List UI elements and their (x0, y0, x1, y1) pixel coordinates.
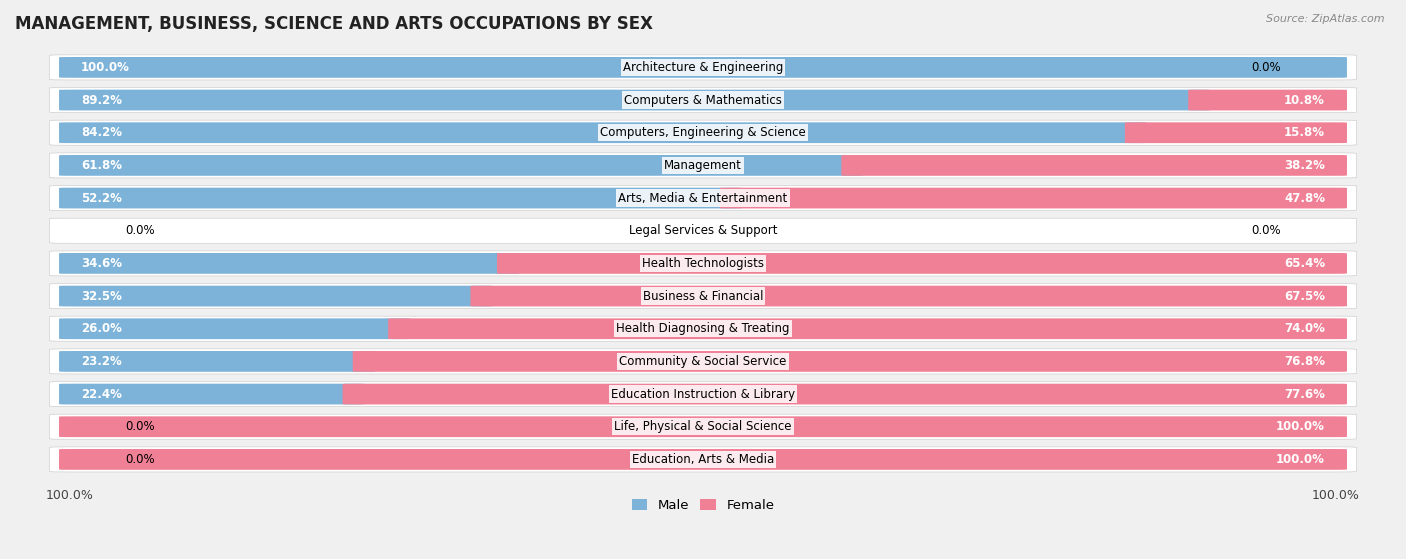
Text: 74.0%: 74.0% (1284, 322, 1324, 335)
Text: Education, Arts & Media: Education, Arts & Media (631, 453, 775, 466)
Text: 38.2%: 38.2% (1284, 159, 1324, 172)
Text: MANAGEMENT, BUSINESS, SCIENCE AND ARTS OCCUPATIONS BY SEX: MANAGEMENT, BUSINESS, SCIENCE AND ARTS O… (15, 15, 652, 33)
FancyBboxPatch shape (59, 351, 375, 372)
FancyBboxPatch shape (49, 218, 1357, 243)
Text: 65.4%: 65.4% (1284, 257, 1324, 270)
FancyBboxPatch shape (49, 316, 1357, 342)
Text: Architecture & Engineering: Architecture & Engineering (623, 61, 783, 74)
FancyBboxPatch shape (49, 87, 1357, 112)
Text: Computers, Engineering & Science: Computers, Engineering & Science (600, 126, 806, 139)
Text: Business & Financial: Business & Financial (643, 290, 763, 302)
Text: 0.0%: 0.0% (1251, 61, 1281, 74)
Text: 0.0%: 0.0% (125, 453, 155, 466)
FancyBboxPatch shape (59, 383, 364, 405)
FancyBboxPatch shape (49, 153, 1357, 178)
Text: 10.8%: 10.8% (1284, 93, 1324, 107)
Text: Health Diagnosing & Treating: Health Diagnosing & Treating (616, 322, 790, 335)
Legend: Male, Female: Male, Female (626, 494, 780, 517)
FancyBboxPatch shape (59, 286, 492, 306)
FancyBboxPatch shape (49, 120, 1357, 145)
Text: 22.4%: 22.4% (82, 387, 122, 401)
FancyBboxPatch shape (59, 188, 742, 209)
FancyBboxPatch shape (720, 188, 1347, 209)
Text: 52.2%: 52.2% (82, 192, 122, 205)
Text: Source: ZipAtlas.com: Source: ZipAtlas.com (1267, 14, 1385, 24)
FancyBboxPatch shape (49, 55, 1357, 80)
FancyBboxPatch shape (49, 414, 1357, 439)
Text: 67.5%: 67.5% (1284, 290, 1324, 302)
FancyBboxPatch shape (1125, 122, 1347, 143)
Text: 76.8%: 76.8% (1284, 355, 1324, 368)
FancyBboxPatch shape (49, 447, 1357, 472)
Text: 0.0%: 0.0% (125, 224, 155, 237)
Text: Computers & Mathematics: Computers & Mathematics (624, 93, 782, 107)
FancyBboxPatch shape (49, 186, 1357, 211)
Text: Education Instruction & Library: Education Instruction & Library (612, 387, 794, 401)
Text: Life, Physical & Social Science: Life, Physical & Social Science (614, 420, 792, 433)
Text: 100.0%: 100.0% (82, 61, 129, 74)
Text: 15.8%: 15.8% (1284, 126, 1324, 139)
FancyBboxPatch shape (388, 318, 1347, 339)
Text: 61.8%: 61.8% (82, 159, 122, 172)
Text: Community & Social Service: Community & Social Service (619, 355, 787, 368)
Text: 26.0%: 26.0% (82, 322, 122, 335)
FancyBboxPatch shape (59, 155, 863, 176)
FancyBboxPatch shape (59, 89, 1211, 111)
Text: 34.6%: 34.6% (82, 257, 122, 270)
FancyBboxPatch shape (59, 318, 411, 339)
FancyBboxPatch shape (841, 155, 1347, 176)
FancyBboxPatch shape (343, 383, 1347, 405)
FancyBboxPatch shape (1188, 89, 1347, 111)
FancyBboxPatch shape (498, 253, 1347, 274)
FancyBboxPatch shape (49, 283, 1357, 309)
FancyBboxPatch shape (59, 122, 1147, 143)
Text: 47.8%: 47.8% (1284, 192, 1324, 205)
Text: Management: Management (664, 159, 742, 172)
FancyBboxPatch shape (59, 253, 519, 274)
FancyBboxPatch shape (49, 381, 1357, 406)
Text: 77.6%: 77.6% (1284, 387, 1324, 401)
FancyBboxPatch shape (471, 286, 1347, 306)
FancyBboxPatch shape (59, 57, 1347, 78)
Text: Health Technologists: Health Technologists (643, 257, 763, 270)
Text: 84.2%: 84.2% (82, 126, 122, 139)
Text: 100.0%: 100.0% (1277, 420, 1324, 433)
Text: Legal Services & Support: Legal Services & Support (628, 224, 778, 237)
FancyBboxPatch shape (59, 449, 1347, 470)
Text: 23.2%: 23.2% (82, 355, 122, 368)
FancyBboxPatch shape (49, 251, 1357, 276)
Text: 89.2%: 89.2% (82, 93, 122, 107)
Text: 32.5%: 32.5% (82, 290, 122, 302)
FancyBboxPatch shape (59, 416, 1347, 437)
FancyBboxPatch shape (353, 351, 1347, 372)
Text: 0.0%: 0.0% (125, 420, 155, 433)
Text: 100.0%: 100.0% (1277, 453, 1324, 466)
Text: 0.0%: 0.0% (1251, 224, 1281, 237)
FancyBboxPatch shape (49, 349, 1357, 374)
Text: Arts, Media & Entertainment: Arts, Media & Entertainment (619, 192, 787, 205)
